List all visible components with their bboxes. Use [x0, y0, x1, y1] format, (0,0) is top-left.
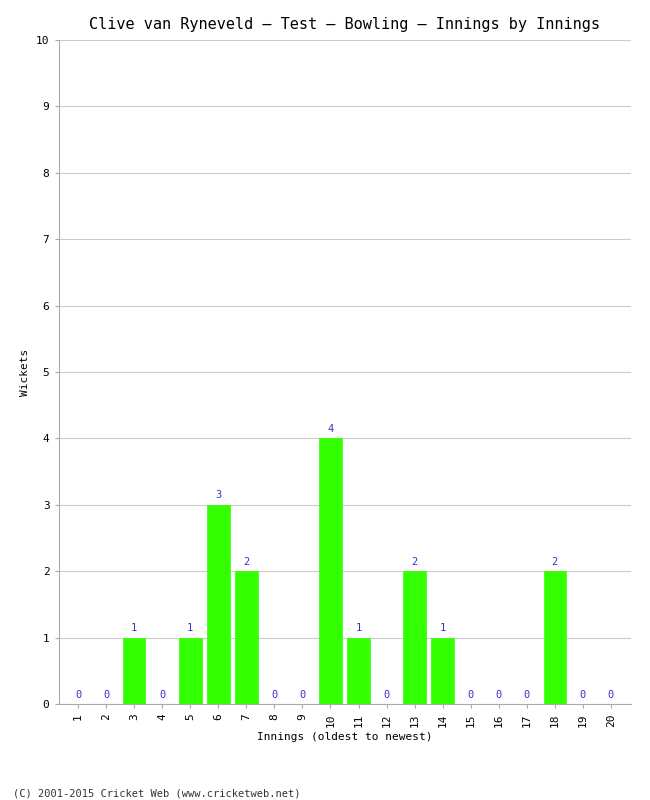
Title: Clive van Ryneveld – Test – Bowling – Innings by Innings: Clive van Ryneveld – Test – Bowling – In…	[89, 17, 600, 32]
Text: 2: 2	[552, 557, 558, 566]
Text: 3: 3	[215, 490, 222, 500]
Text: 0: 0	[103, 690, 109, 700]
Bar	[179, 638, 202, 704]
Text: 0: 0	[75, 690, 81, 700]
Text: 0: 0	[467, 690, 474, 700]
X-axis label: Innings (oldest to newest): Innings (oldest to newest)	[257, 732, 432, 742]
Text: (C) 2001-2015 Cricket Web (www.cricketweb.net): (C) 2001-2015 Cricket Web (www.cricketwe…	[13, 788, 300, 798]
Text: 0: 0	[495, 690, 502, 700]
Text: 0: 0	[271, 690, 278, 700]
Text: 1: 1	[187, 623, 194, 633]
Text: 2: 2	[243, 557, 250, 566]
Bar	[319, 438, 342, 704]
Text: 0: 0	[524, 690, 530, 700]
Y-axis label: Wickets: Wickets	[20, 348, 31, 396]
Text: 0: 0	[608, 690, 614, 700]
Bar	[347, 638, 370, 704]
Bar	[235, 571, 257, 704]
Bar	[207, 505, 229, 704]
Bar	[432, 638, 454, 704]
Bar	[404, 571, 426, 704]
Bar	[123, 638, 146, 704]
Text: 0: 0	[299, 690, 305, 700]
Text: 1: 1	[131, 623, 137, 633]
Text: 0: 0	[159, 690, 165, 700]
Text: 2: 2	[411, 557, 418, 566]
Text: 0: 0	[580, 690, 586, 700]
Text: 0: 0	[384, 690, 390, 700]
Text: 1: 1	[439, 623, 446, 633]
Bar	[543, 571, 566, 704]
Text: 4: 4	[328, 424, 333, 434]
Text: 1: 1	[356, 623, 361, 633]
